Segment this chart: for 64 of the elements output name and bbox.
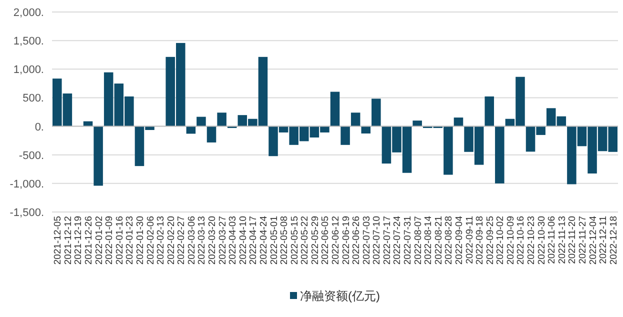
x-tick-label: 2022-03-13 (196, 216, 208, 265)
y-tick-label: 1,000. (13, 64, 44, 76)
x-tick-label: 2022-03-06 (186, 216, 198, 265)
x-tick-label: 2022-04-24 (258, 216, 270, 265)
x-tick-label: 2022-11-06 (546, 216, 558, 264)
x-tick-label: 2021-12-26 (84, 216, 95, 265)
x-tick-label: 2021-12-05 (52, 216, 64, 265)
y-tick-label: -500. (18, 150, 44, 162)
x-tick-label: 2022-08-07 (412, 216, 424, 265)
x-tick-label: 2022-10-02 (495, 216, 506, 265)
x-tick-label: 2022-08-14 (423, 216, 434, 265)
x-tick-label: 2022-02-27 (176, 216, 188, 265)
x-tick-label: 2022-12-18 (608, 216, 620, 265)
x-tick-label: 2022-07-10 (372, 216, 383, 265)
x-tick-label: 2022-07-24 (392, 216, 404, 265)
x-tick-label: 2022-01-30 (134, 216, 146, 265)
x-tick-label: 2022-10-30 (536, 216, 548, 265)
x-tick-label: 2022-01-02 (94, 216, 105, 265)
x-tick-label: 2022-06-26 (351, 216, 362, 265)
x-tick-label: 2022-09-04 (454, 216, 465, 265)
x-tick-label: 2022-06-05 (320, 216, 332, 265)
x-tick-label: 2022-10-16 (516, 216, 527, 265)
x-tick-label: 2022-06-19 (340, 216, 352, 265)
legend: 净融资额(亿元) (290, 289, 380, 303)
x-tick-label: 2022-01-23 (124, 216, 136, 265)
x-tick-label: 2021-12-12 (62, 216, 74, 265)
x-tick-label: 2022-07-03 (361, 216, 372, 265)
x-tick-label: 2022-07-17 (382, 216, 393, 265)
x-tick-label: 2022-08-28 (444, 216, 455, 265)
x-tick-label: 2022-09-18 (474, 216, 486, 265)
x-tick-label: 2022-09-11 (464, 216, 476, 264)
x-tick-label: 2022-11-27 (577, 216, 588, 264)
x-tick-label: 2022-02-20 (166, 216, 177, 265)
x-tick-label: 2022-09-25 (484, 216, 496, 265)
x-tick-label: 2022-12-04 (588, 216, 599, 265)
y-tick-label: 1,500. (13, 36, 44, 48)
x-tick-label: 2022-10-09 (505, 216, 516, 265)
x-tick-label: 2022-03-27 (217, 216, 228, 265)
x-tick-label: 2022-01-16 (114, 216, 126, 265)
x-tick-label: 2022-05-22 (300, 216, 311, 265)
x-tick-label: 2022-01-09 (104, 216, 116, 265)
x-tick-label: 2022-07-31 (402, 216, 414, 265)
x-tick-label: 2022-11-13 (556, 216, 568, 264)
x-tick-label: 2022-05-01 (268, 216, 280, 265)
x-tick-label: 2022-02-13 (156, 216, 167, 265)
y-tick-label: 500. (22, 92, 44, 105)
y-tick-label: 0. (34, 121, 44, 134)
y-tick-label: -1,000. (10, 178, 44, 190)
x-tick-label: 2022-03-20 (207, 216, 218, 265)
y-tick-label: 2,000. (13, 7, 44, 19)
x-tick-label: 2022-04-10 (238, 216, 249, 265)
x-tick-label: 2022-11-20 (567, 216, 578, 264)
x-tick-label: 2022-05-15 (289, 216, 300, 265)
x-tick-label: 2022-12-11 (598, 216, 610, 264)
x-tick-label: 2022-10-23 (526, 216, 538, 265)
x-tick-label: 2022-04-17 (248, 216, 260, 265)
x-tick-label: 2022-06-12 (330, 216, 342, 265)
x-tick-label: 2022-02-06 (145, 216, 156, 265)
x-tick-label: 2022-05-29 (310, 216, 321, 265)
x-tick-label: 2022-04-03 (228, 216, 239, 265)
x-tick-label: 2022-05-08 (279, 216, 290, 265)
y-tick-label: -1,500. (10, 207, 44, 219)
x-tick-label: 2022-08-21 (433, 216, 444, 265)
x-tick-label: 2021-12-19 (73, 216, 84, 265)
